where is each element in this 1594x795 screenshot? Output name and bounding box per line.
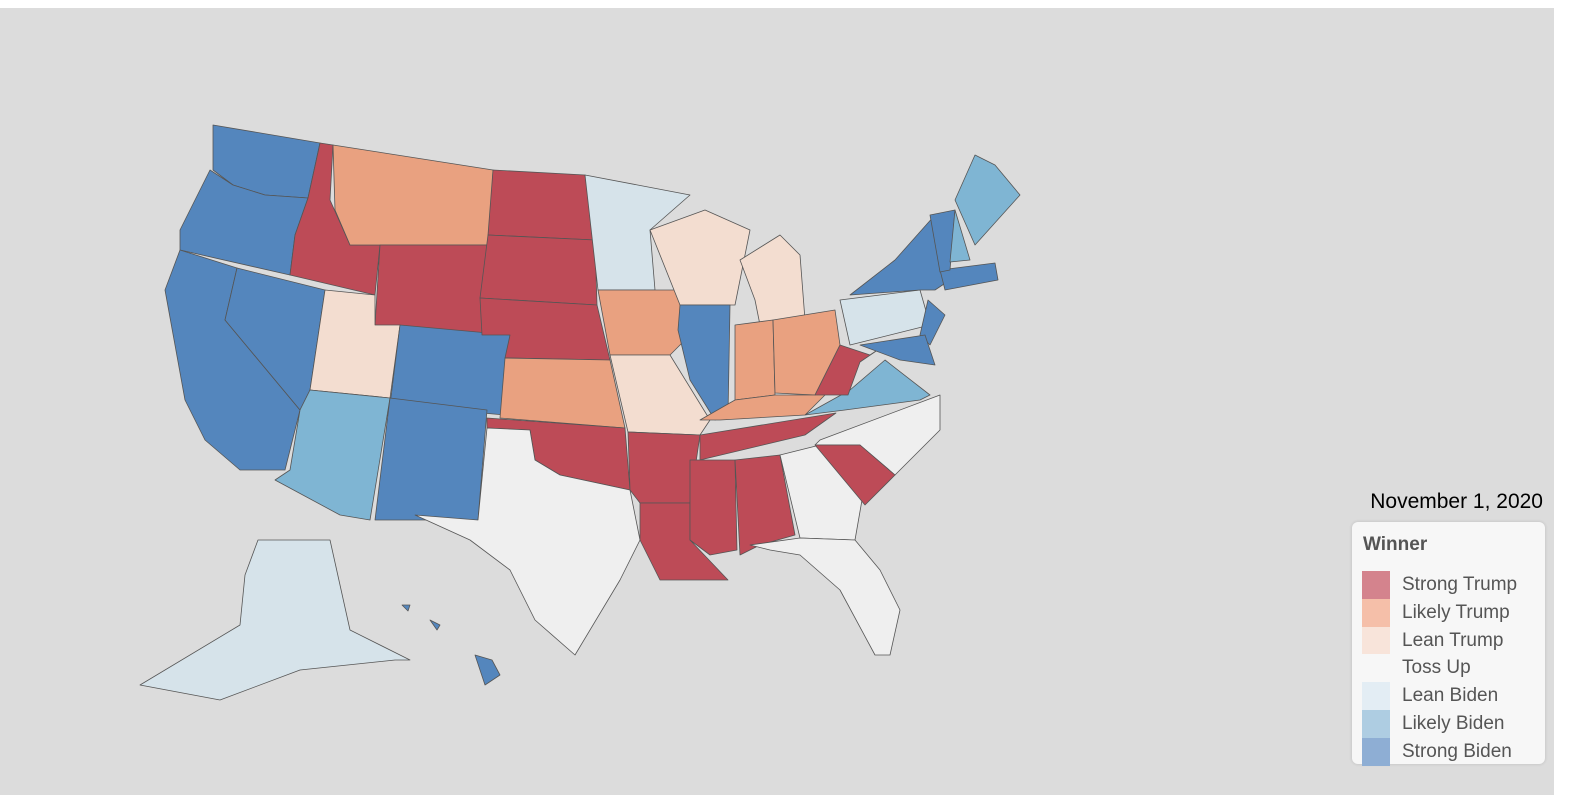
state [429,619,441,631]
state [739,234,806,326]
state [699,412,837,461]
state [609,354,711,436]
legend-label: Likely Trump [1402,601,1510,623]
state [139,539,411,701]
legend-swatch [1362,654,1390,683]
legend-label: Likely Biden [1402,713,1505,734]
legend-label: Strong Biden [1402,740,1512,762]
legend-title: Winner [1363,534,1428,555]
legend: Winner Strong Trump Likely Trump Lean Trum… [1352,522,1545,766]
legend-label: Lean Biden [1402,685,1499,707]
date-label: November 1, 2020 [1370,490,1543,513]
state [474,654,501,686]
state [929,209,956,273]
state [689,459,738,556]
state [734,454,796,556]
state [289,142,381,296]
legend-label: Lean Trump [1402,629,1504,651]
state [274,389,391,521]
state [749,537,901,656]
state [597,289,691,356]
legend-swatch [1362,598,1390,627]
us-map [139,124,1021,701]
state [332,144,494,246]
legend-item: Strong Trump [1362,571,1542,599]
legend-item: Lean Biden [1362,682,1542,711]
state [919,299,946,346]
state [939,262,999,291]
state [479,234,598,306]
legend-item: Strong Biden [1362,737,1542,766]
legend-swatch [1362,571,1390,599]
state [414,427,641,656]
legend-item: Likely Trump [1362,598,1542,627]
legend-item: Toss Up [1362,654,1542,683]
legend-item: Likely Biden [1362,710,1542,738]
state [401,604,411,612]
map-panel [0,8,1554,795]
legend-label: Strong Trump [1402,574,1518,595]
legend-item: Lean Trump [1362,626,1542,655]
legend-swatch [1362,626,1390,655]
state [627,431,701,504]
legend-swatch [1362,682,1390,711]
legend-swatch [1362,710,1390,738]
state [779,444,863,541]
state [499,357,626,429]
state [814,444,896,506]
state [487,169,596,241]
state [734,319,776,401]
state [859,334,936,366]
state [949,209,971,263]
state [374,397,488,521]
state [374,244,491,336]
state [584,174,691,291]
legend-label: Toss Up [1402,657,1471,679]
legend-swatch [1362,737,1390,766]
state [954,154,1021,246]
